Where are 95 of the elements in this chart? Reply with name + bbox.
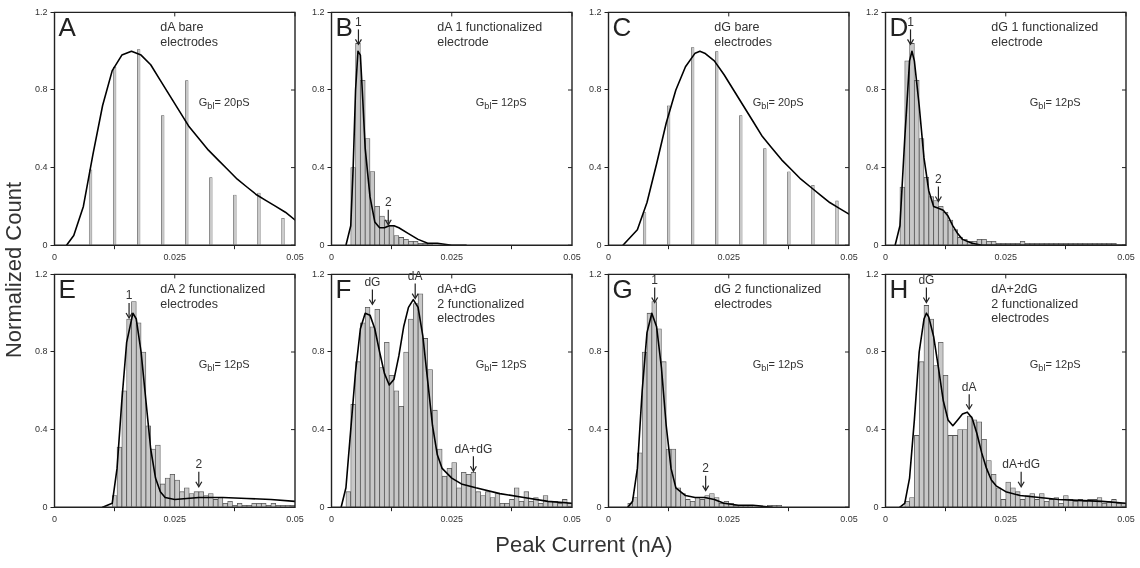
annotation: 1 — [355, 14, 363, 29]
x-tick-label: 0.025 — [717, 252, 741, 263]
y-tick-label: 0 — [596, 501, 602, 512]
text: dA 1 functionalized electrode — [437, 20, 543, 50]
chart-title: F — [335, 274, 352, 306]
annotation: G$_{bl}$= 12pS — [475, 96, 527, 112]
x-tick-label: 0.05 — [1117, 252, 1135, 263]
annotation: G$_{bl}$= 12pS — [1029, 96, 1081, 112]
y-tick-label: 1.2 — [589, 268, 602, 279]
annotation: 2 — [935, 171, 943, 186]
y-tick-label: 0.8 — [589, 84, 602, 95]
y-tick-label: 0.8 — [35, 346, 48, 357]
x-tick-label: 0.025 — [994, 252, 1018, 263]
y-tick-label: 1.2 — [589, 6, 602, 17]
x-tick-label: 0.025 — [440, 252, 464, 263]
text: dG 1 functionalized electrode — [991, 20, 1099, 50]
y-axis-title: Normalized Count — [1, 181, 27, 359]
y-tick-label: 0.8 — [866, 346, 879, 357]
annotation: 2 — [384, 195, 392, 210]
y-tick-label: 0.4 — [866, 162, 879, 173]
y-tick-label: 0.8 — [35, 84, 48, 95]
annotation: G$_{bl}$= 12pS — [1029, 358, 1081, 374]
y-tick-label: 1.2 — [312, 6, 325, 17]
chart-title: C — [612, 12, 632, 44]
text: dA+2dG 2 functionalized electrodes — [991, 282, 1079, 326]
x-tick-label: 0 — [329, 514, 335, 525]
annotation: G$_{bl}$= 12pS — [198, 358, 250, 374]
chart-title: H — [889, 274, 909, 306]
y-tick-label: 0.4 — [866, 424, 879, 435]
chart-title: E — [58, 274, 76, 306]
annotation: dA+dG — [454, 441, 493, 456]
y-tick-label: 0.4 — [312, 424, 325, 435]
x-tick-label: 0 — [883, 252, 889, 263]
y-tick-label: 0.8 — [312, 346, 325, 357]
y-tick-label: 0 — [873, 239, 879, 250]
annotation: 2 — [195, 457, 203, 472]
annotation: G$_{bl}$= 20pS — [752, 96, 804, 112]
y-tick-label: 1.2 — [312, 268, 325, 279]
annotation: 1 — [907, 14, 915, 29]
text: dA bare electrodes — [160, 20, 218, 50]
chart-title: D — [889, 12, 909, 44]
chart-title: A — [58, 12, 76, 44]
y-tick-label: 0.4 — [35, 162, 48, 173]
y-tick-label: 0.8 — [866, 84, 879, 95]
annotation: G$_{bl}$= 12pS — [475, 358, 527, 374]
y-tick-label: 0.4 — [312, 162, 325, 173]
x-tick-label: 0 — [329, 252, 335, 263]
x-tick-label: 0.05 — [286, 514, 304, 525]
annotation: dG — [918, 272, 935, 287]
annotation: dA — [961, 379, 977, 394]
y-tick-label: 0 — [42, 239, 48, 250]
y-tick-label: 0 — [873, 501, 879, 512]
x-tick-label: 0 — [52, 252, 58, 263]
annotation: G$_{bl}$= 12pS — [752, 358, 804, 374]
x-tick-label: 0.05 — [563, 252, 581, 263]
y-tick-label: 0 — [596, 239, 602, 250]
y-tick-label: 0.8 — [312, 84, 325, 95]
y-tick-label: 0.4 — [589, 424, 602, 435]
x-tick-label: 0.025 — [163, 514, 187, 525]
annotation: 2 — [702, 460, 710, 475]
x-tick-label: 0.025 — [163, 252, 187, 263]
x-tick-label: 0.05 — [1117, 514, 1135, 525]
text: dG 2 functionalized electrodes — [714, 282, 822, 312]
y-tick-label: 0 — [319, 239, 325, 250]
x-tick-label: 0.025 — [717, 514, 741, 525]
text: dG bare electrodes — [714, 20, 772, 50]
x-axis-title: Peak Current (nA) — [495, 532, 673, 558]
annotation: dA+dG — [1002, 457, 1040, 472]
y-tick-label: 1.2 — [866, 6, 879, 17]
x-tick-label: 0.025 — [440, 514, 464, 525]
chart-title: B — [335, 12, 353, 44]
chart-title: G — [612, 274, 633, 306]
text: dA+dG 2 functionalized electrodes — [437, 282, 525, 326]
x-tick-label: 0 — [606, 514, 612, 525]
x-tick-label: 0.05 — [286, 252, 304, 263]
y-tick-label: 1.2 — [866, 268, 879, 279]
x-tick-label: 0.05 — [840, 514, 858, 525]
x-tick-label: 0.05 — [840, 252, 858, 263]
x-tick-label: 0 — [606, 252, 612, 263]
y-tick-label: 1.2 — [35, 6, 48, 17]
y-tick-label: 0 — [42, 501, 48, 512]
x-tick-label: 0.05 — [563, 514, 581, 525]
y-tick-label: 1.2 — [35, 268, 48, 279]
x-tick-label: 0.025 — [994, 514, 1018, 525]
text: dA 2 functionalized electrodes — [160, 282, 266, 312]
y-tick-label: 0 — [319, 501, 325, 512]
y-tick-label: 0.8 — [589, 346, 602, 357]
y-tick-label: 0.4 — [589, 162, 602, 173]
x-tick-label: 0 — [883, 514, 889, 525]
x-tick-label: 0 — [52, 514, 58, 525]
annotation: 1 — [651, 272, 659, 287]
annotation: dG — [364, 274, 381, 289]
y-tick-label: 0.4 — [35, 424, 48, 435]
annotation: 1 — [125, 288, 133, 303]
annotation: G$_{bl}$= 20pS — [198, 96, 250, 112]
